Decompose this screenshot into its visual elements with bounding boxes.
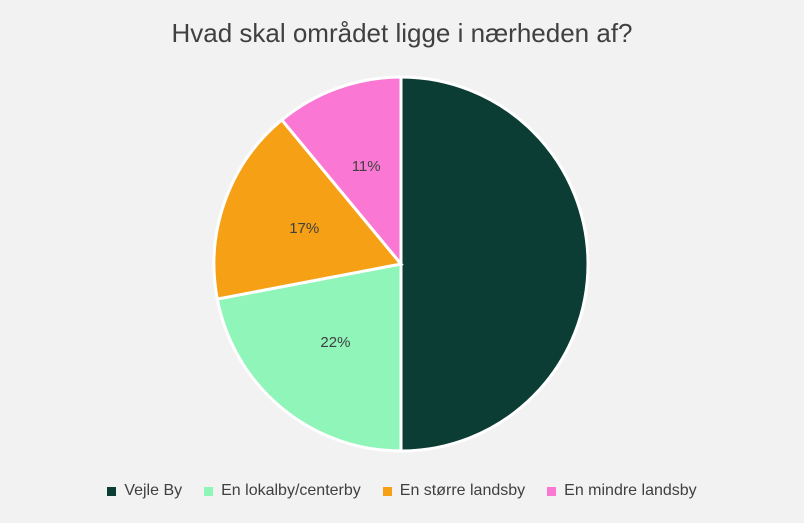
legend: Vejle By En lokalby/centerby En større lan… <box>0 482 804 500</box>
legend-swatch <box>107 486 117 496</box>
data-label-3: 11% <box>352 158 381 175</box>
pie-slice-0 <box>399 75 590 453</box>
legend-item-1: En lokalby/centerby <box>204 482 361 500</box>
legend-label: En større landsby <box>399 482 526 499</box>
legend-swatch <box>382 486 392 496</box>
data-label-0: 50% <box>489 255 519 272</box>
legend-label: Vejle By <box>124 482 183 499</box>
legend-item-0: Vejle By <box>107 482 182 500</box>
legend-swatch <box>547 486 557 496</box>
legend-label: En lokalby/centerby <box>221 482 361 499</box>
chart-title: Hvad skal området ligge i nærheden af? <box>171 18 633 48</box>
legend-item-2: En større landsby <box>382 482 526 500</box>
legend-swatch <box>204 486 214 496</box>
pie-slice-2 <box>212 117 404 301</box>
pie-slice-1 <box>215 262 403 453</box>
data-label-1: 22% <box>320 334 350 351</box>
legend-item-3: En mindre landsby <box>547 482 697 500</box>
pie-slice-3 <box>279 75 403 269</box>
legend-label: En mindre landsby <box>564 482 697 499</box>
data-label-2: 17% <box>289 220 319 237</box>
